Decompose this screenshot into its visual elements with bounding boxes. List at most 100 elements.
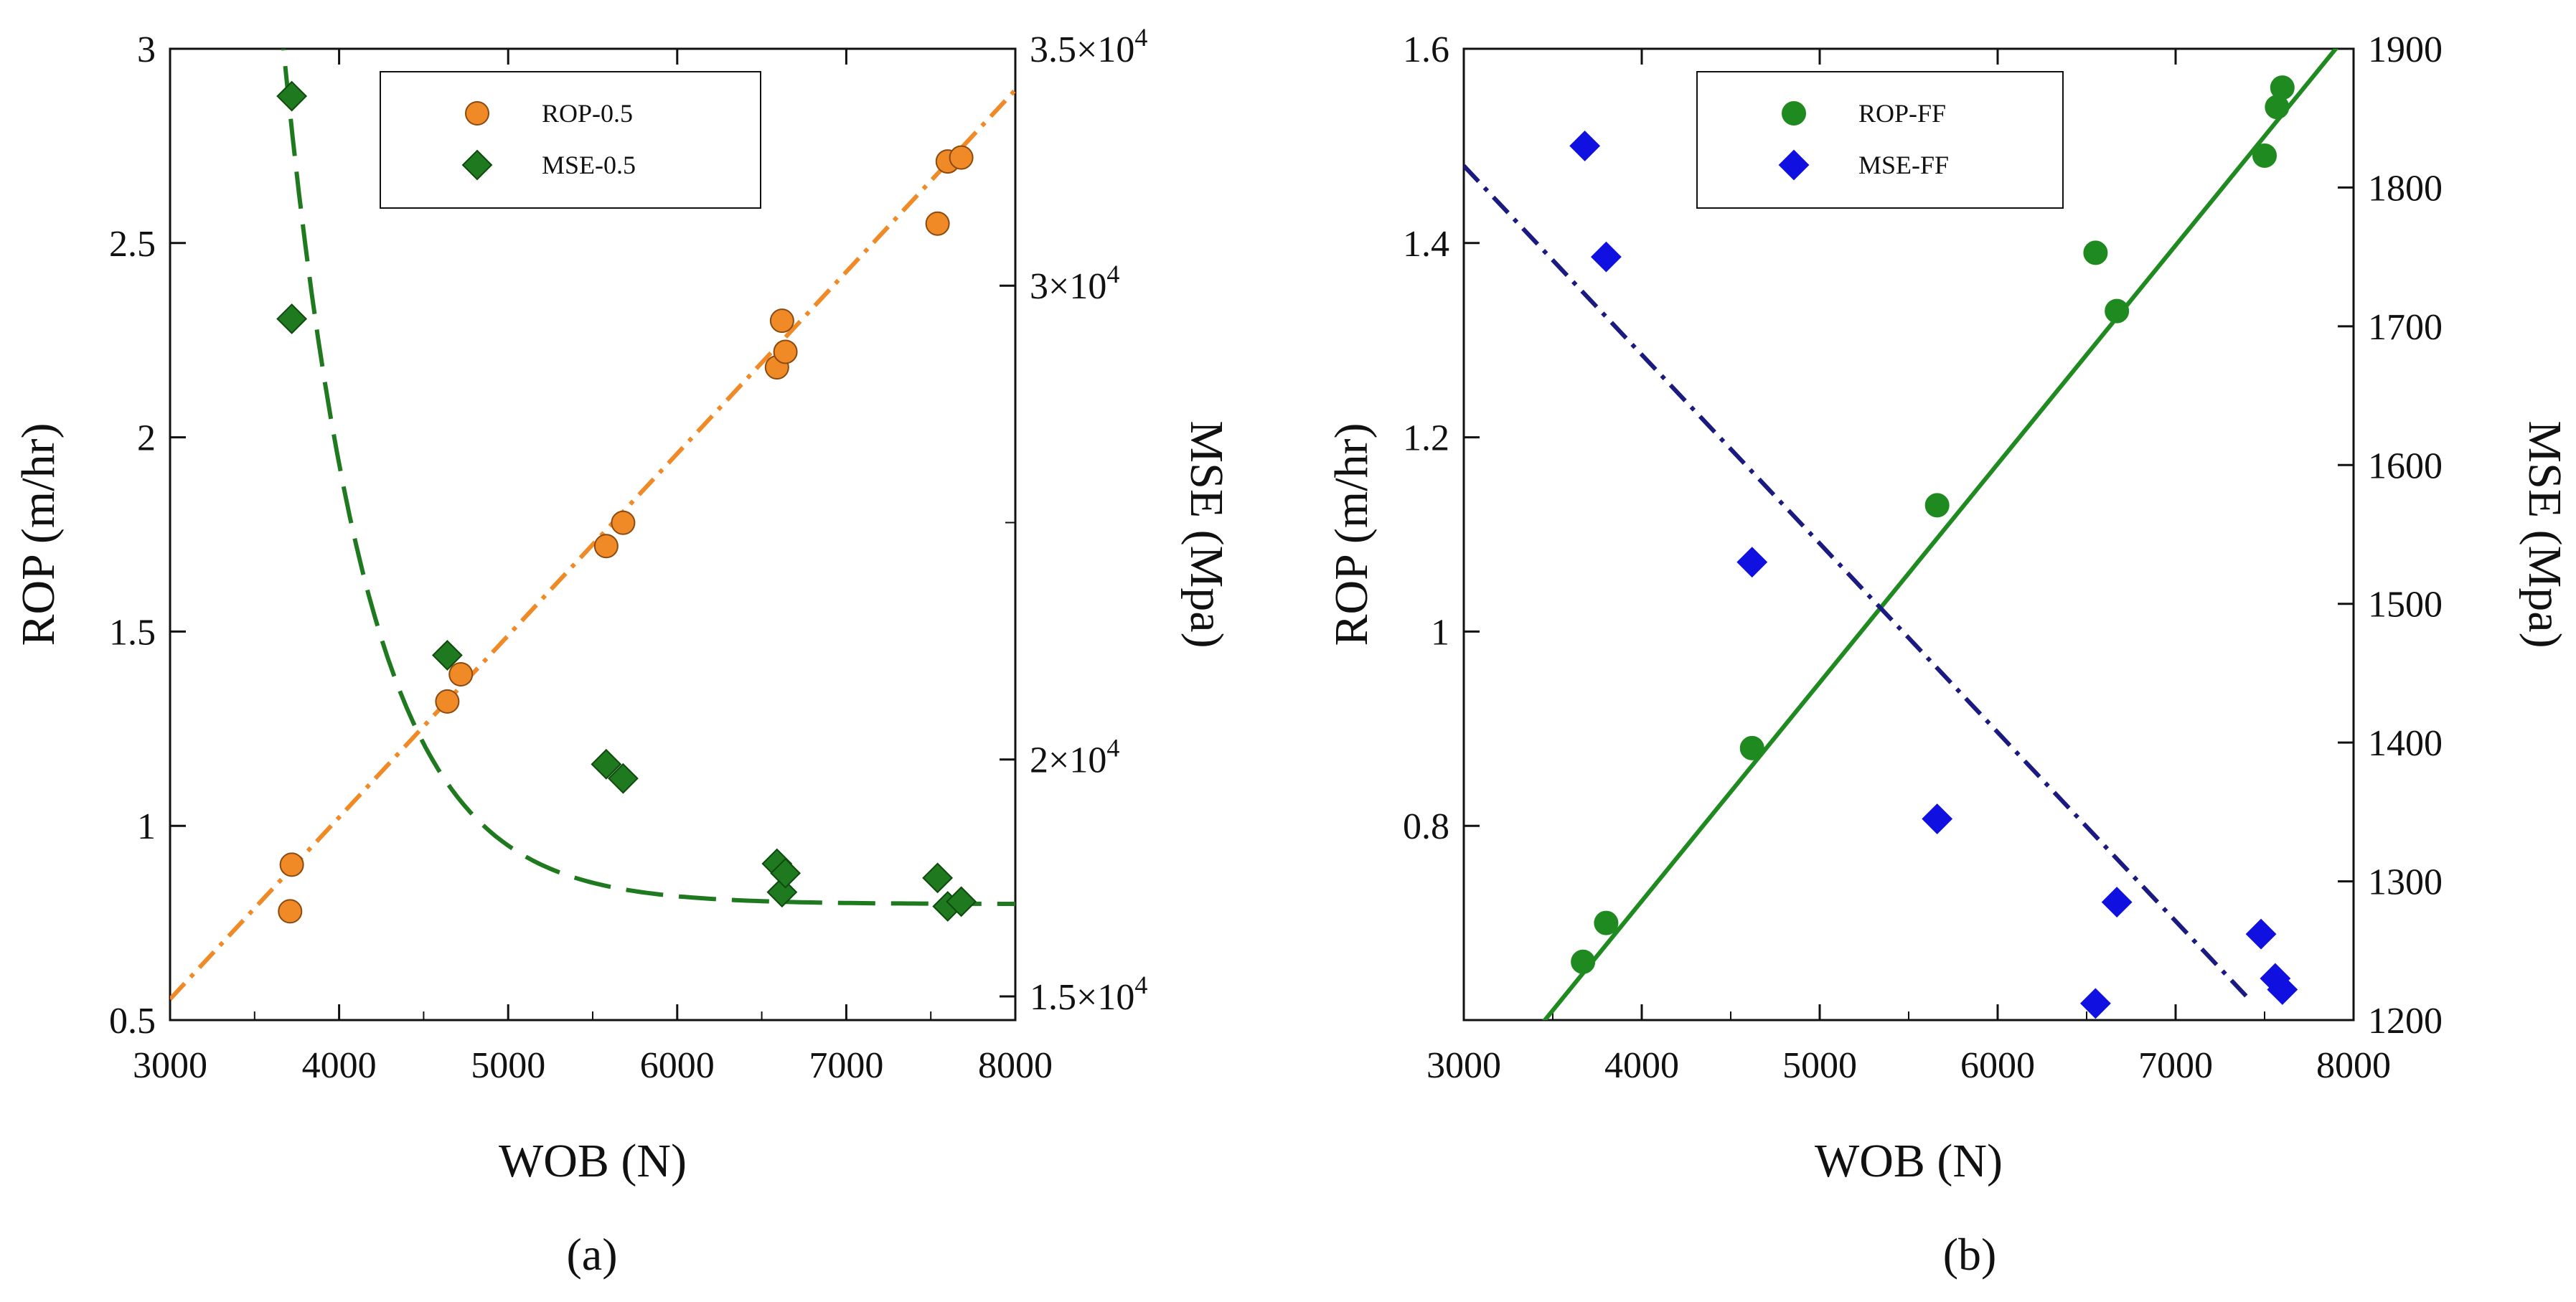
data-point: [946, 886, 977, 917]
data-point: [2270, 75, 2295, 100]
data-point: [2267, 974, 2298, 1005]
data-point: [607, 763, 639, 794]
legend-marker: [465, 101, 489, 126]
x-axis-title: WOB (N): [499, 1135, 687, 1187]
data-point: [773, 339, 798, 364]
data-point: [431, 640, 463, 671]
legend: ROP-FF MSE-FF: [1696, 71, 2064, 209]
legend: ROP-0.5 MSE-0.5: [380, 71, 761, 209]
y2-tick-exponent: 4: [1134, 971, 1147, 999]
y-tick-label: 1.2: [1403, 418, 1449, 459]
data-point: [2083, 240, 2108, 265]
y2-tick-label: 1900: [2368, 29, 2443, 70]
legend-marker: [1782, 101, 1806, 126]
legend-label: ROP-FF: [1858, 99, 1946, 128]
x-tick-label: 7000: [809, 1045, 883, 1086]
x-tick-label: 3000: [133, 1045, 207, 1086]
y2-tick-label: 1600: [2368, 445, 2443, 486]
y2-tick-times: ×10: [1076, 29, 1134, 70]
fit-line-mse-0.5: [281, 49, 1015, 906]
y-tick-label: 1.5: [109, 612, 156, 653]
panel-a: 3000 4000 5000 6000 7000 80000.511.522.531.5×…: [12, 23, 1233, 1280]
y2-tick-label: 1700: [2368, 307, 2443, 348]
y2-tick-label: 1500: [2368, 585, 2443, 626]
data-point: [1590, 241, 1622, 273]
data-point: [1922, 803, 1953, 834]
data-point: [276, 303, 308, 334]
y-tick-label: 1.4: [1403, 224, 1449, 265]
fit-line-rop-0.5: [170, 88, 1015, 1001]
data-point: [611, 510, 636, 535]
x-tick-label: 5000: [471, 1045, 545, 1086]
data-point: [279, 852, 304, 877]
y2-tick-mantissa: 2: [1030, 740, 1048, 781]
fit-line-rop-ff: [1542, 49, 2339, 1020]
series-rop-0.5: [278, 145, 974, 924]
legend-label: ROP-0.5: [542, 99, 633, 128]
fit-lines: [170, 49, 1015, 1001]
y2-tick-times: ×10: [1076, 977, 1134, 1018]
data-point: [1739, 735, 1764, 760]
y-tick-label: 1.6: [1403, 29, 1449, 70]
y2-tick-label: 3×104: [1030, 260, 1119, 307]
data-point: [2079, 988, 2111, 1019]
data-point: [2252, 143, 2277, 168]
y-tick-label: 1: [1431, 612, 1449, 653]
data-point: [949, 145, 974, 170]
data-point: [1594, 910, 1619, 935]
x-tick-label: 8000: [978, 1045, 1053, 1086]
y-tick-label: 2: [137, 418, 156, 459]
data-point: [770, 857, 801, 889]
y2-tick-label: 1300: [2368, 862, 2443, 903]
data-point: [1924, 493, 1950, 518]
data-point: [591, 748, 622, 780]
data-point: [448, 661, 474, 687]
data-point: [1569, 130, 1601, 161]
x-tick-label: 6000: [640, 1045, 715, 1086]
fit-lines: [1464, 49, 2339, 1020]
y2-axis-title: MSE (Mpa): [2519, 420, 2571, 648]
y2-tick-exponent: 4: [1134, 23, 1147, 52]
y2-tick-exponent: 4: [1106, 260, 1119, 288]
data-point: [1571, 949, 1596, 974]
y2-tick-mantissa: 1.5: [1030, 977, 1076, 1018]
y2-tick-mantissa: 3: [1030, 266, 1048, 307]
y2-tick-label: 3.5×104: [1030, 23, 1147, 70]
series-rop-ff: [1571, 75, 2295, 974]
data-point: [922, 862, 954, 894]
x-tick-label: 3000: [1426, 1045, 1501, 1086]
y-tick-label: 0.5: [109, 1001, 156, 1042]
data-point: [2245, 918, 2277, 950]
y2-tick-times: ×10: [1048, 266, 1106, 307]
x-tick-label: 5000: [1782, 1045, 1857, 1086]
y2-tick-label: 1.5×104: [1030, 971, 1147, 1018]
series-mse-ff: [1569, 130, 2298, 1019]
x-tick-label: 7000: [2138, 1045, 2213, 1086]
data-point: [2101, 887, 2133, 917]
panel-caption: (b): [1943, 1229, 1997, 1280]
legend-box: [1696, 71, 2064, 209]
y-tick-label: 1: [137, 806, 156, 847]
y2-tick-exponent: 4: [1106, 734, 1119, 763]
data-point: [1736, 547, 1768, 578]
y2-axis-title: MSE (Mpa): [1180, 420, 1233, 648]
y2-tick-label: 2×104: [1030, 734, 1119, 781]
data-point: [435, 689, 460, 714]
y2-tick-label: 1400: [2368, 723, 2443, 764]
legend-label: MSE-0.5: [542, 151, 636, 179]
y-axis-title: ROP (m/hr): [1325, 423, 1378, 646]
y-tick-label: 2.5: [109, 224, 156, 265]
y-tick-label: 3: [137, 29, 156, 70]
data-point: [593, 534, 619, 559]
fit-line-mse-ff: [1464, 164, 2249, 999]
legend-marker: [461, 149, 493, 181]
data-point: [2105, 298, 2130, 324]
y2-tick-label: 1800: [2368, 168, 2443, 209]
x-tick-label: 4000: [302, 1045, 377, 1086]
y2-tick-times: ×10: [1048, 740, 1106, 781]
panel-b: 3000 4000 5000 6000 7000 8000 0.8 1 1.2 1.4 1.6 120…: [1325, 29, 2571, 1280]
x-tick-label: 8000: [2316, 1045, 2391, 1086]
y-axis-title: ROP (m/hr): [12, 423, 65, 646]
data-point: [769, 308, 794, 334]
